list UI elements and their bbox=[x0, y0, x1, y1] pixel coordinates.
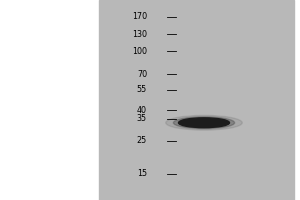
Text: 170: 170 bbox=[132, 12, 147, 21]
Text: 15: 15 bbox=[137, 169, 147, 178]
Text: 35: 35 bbox=[137, 114, 147, 123]
Bar bbox=[99, 0, 170, 200]
Bar bbox=[0, 0, 99, 200]
Text: 55: 55 bbox=[137, 85, 147, 94]
Text: 40: 40 bbox=[137, 106, 147, 115]
Text: 100: 100 bbox=[132, 47, 147, 56]
Text: 130: 130 bbox=[132, 30, 147, 39]
Ellipse shape bbox=[178, 118, 230, 128]
Text: 25: 25 bbox=[137, 136, 147, 145]
Bar bbox=[169, 0, 294, 200]
Ellipse shape bbox=[166, 115, 242, 130]
Text: 70: 70 bbox=[137, 70, 147, 79]
Ellipse shape bbox=[173, 117, 235, 129]
